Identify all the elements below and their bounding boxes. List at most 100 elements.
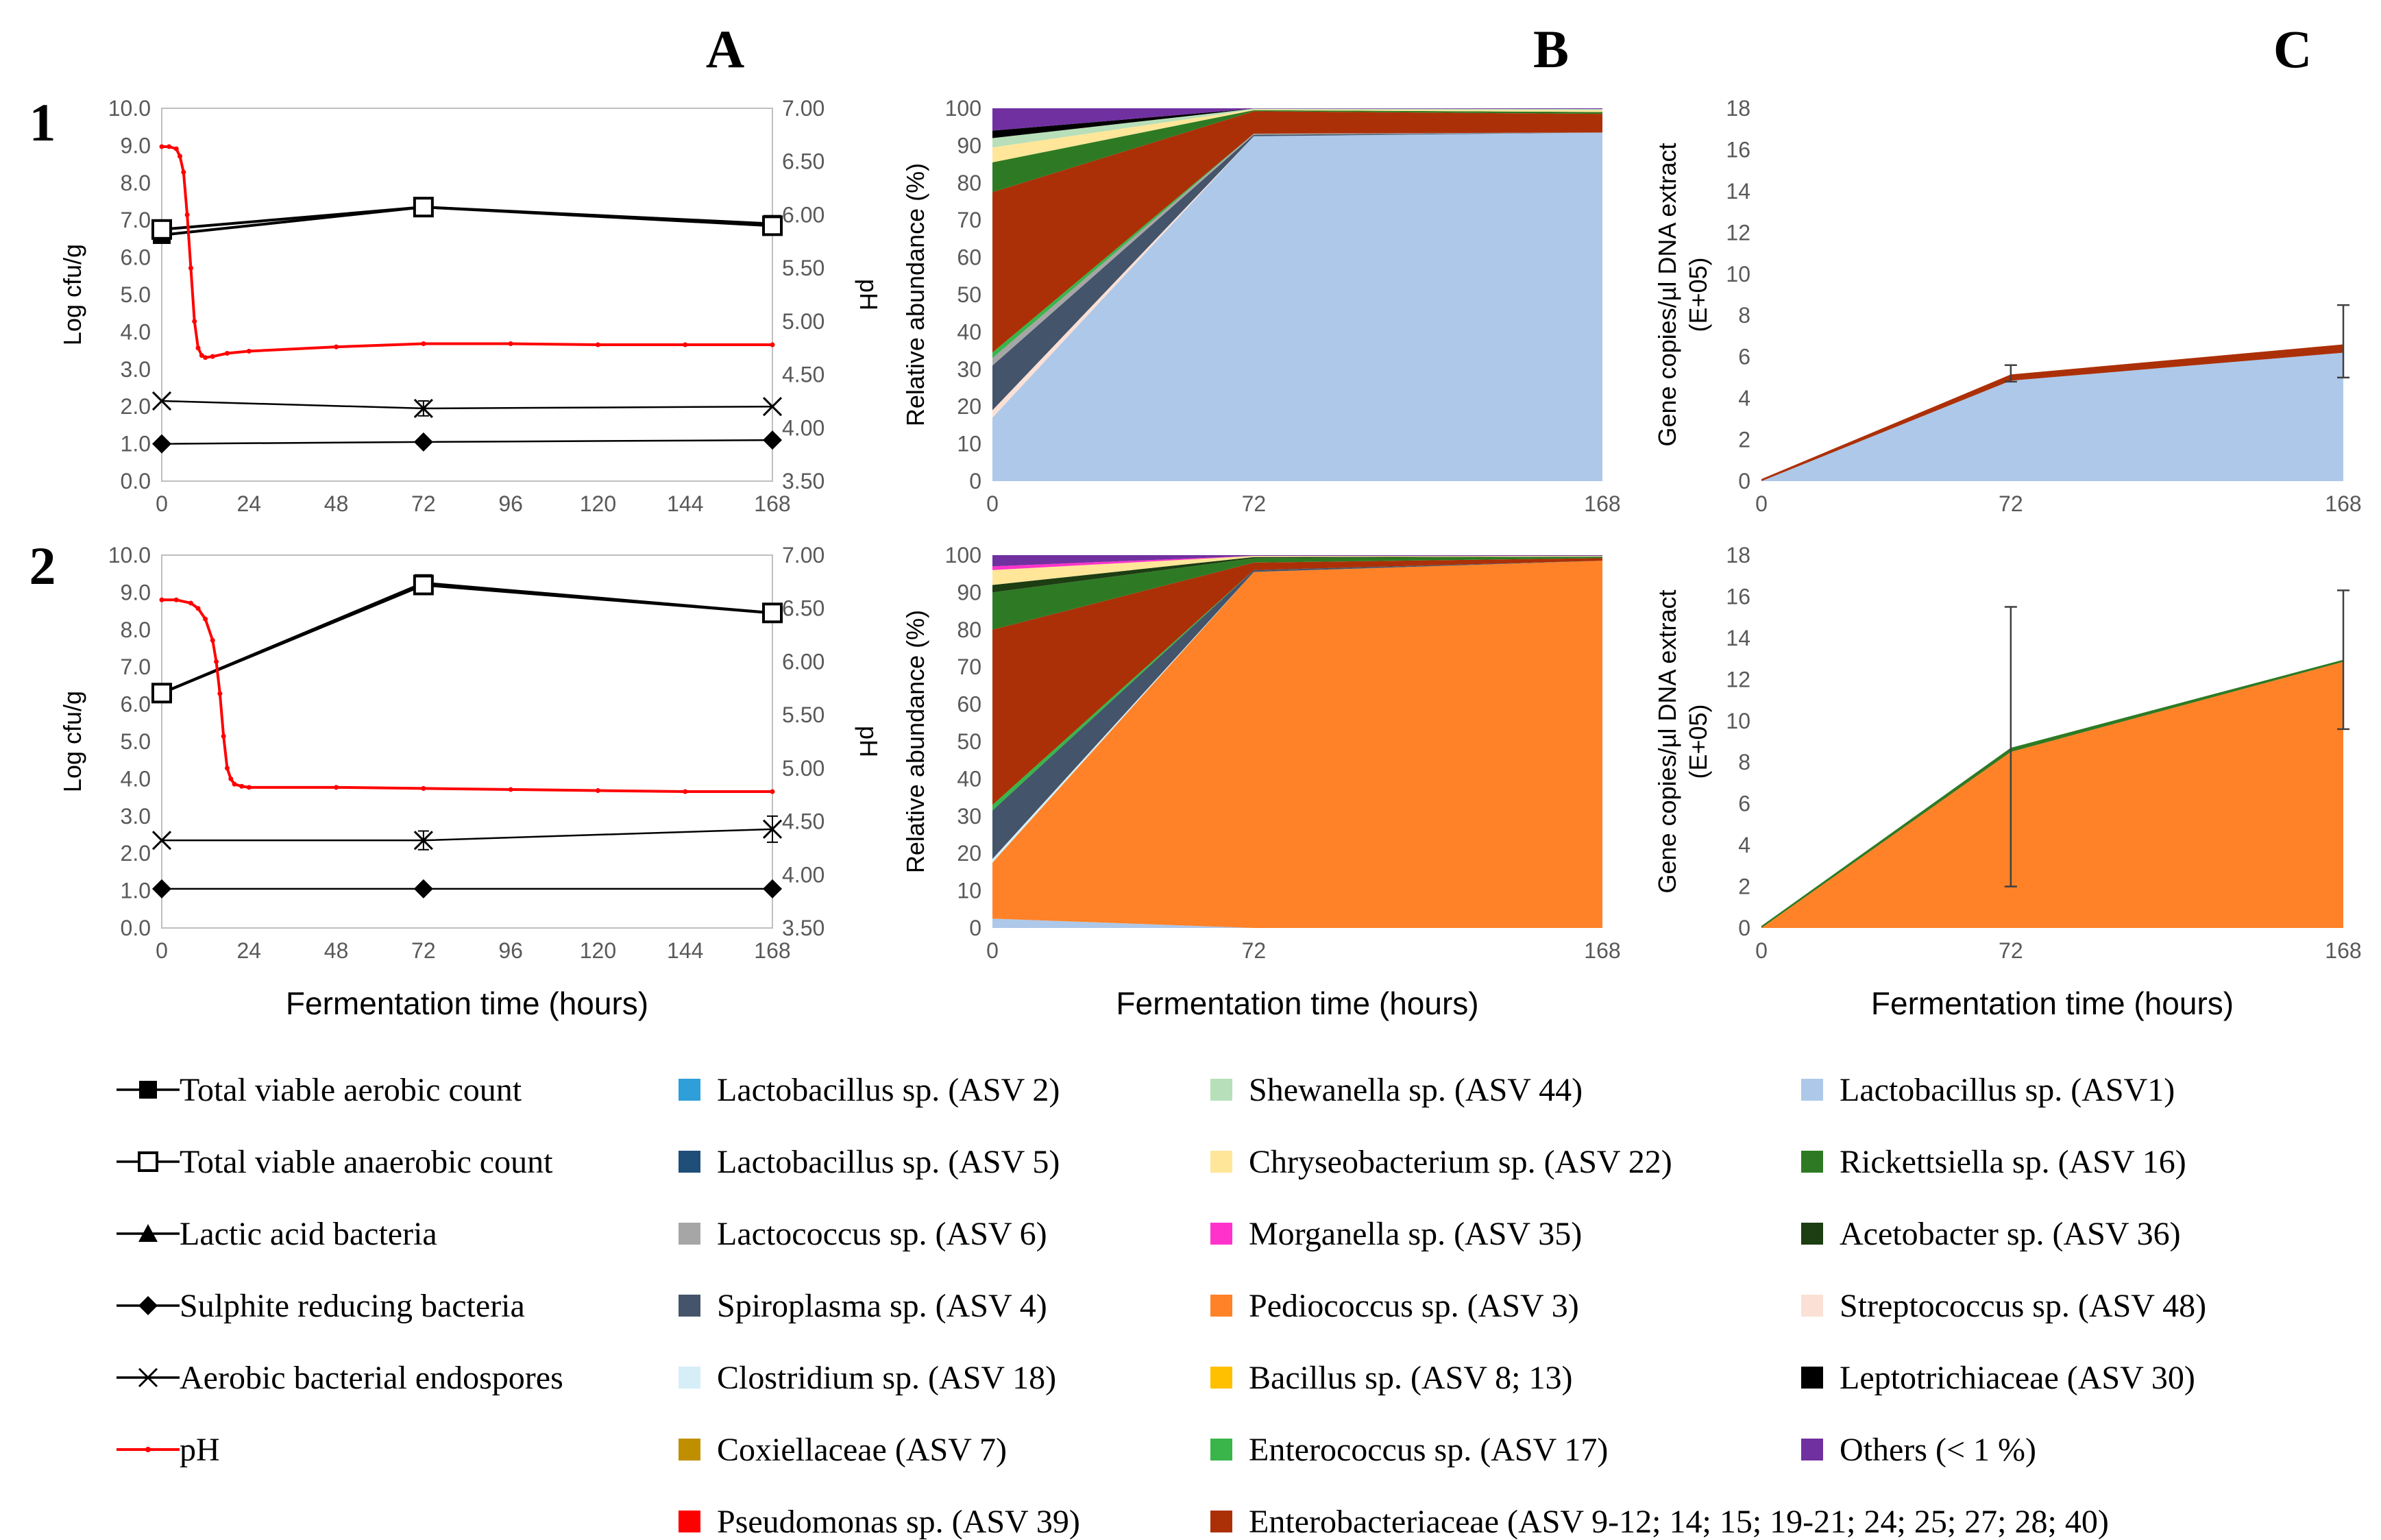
y-tick-label: 0.0 [121, 469, 151, 493]
legend-swatch-item: Enterococcus sp. (ASV 17) [1210, 1432, 1608, 1468]
legend-label: Pseudomonas sp. (ASV 39) [717, 1504, 1080, 1540]
y2-axis-label: pH [855, 726, 883, 757]
ph-point [195, 606, 201, 611]
y-tick-label: 80 [957, 618, 981, 642]
ph-point [178, 154, 183, 159]
legend-label: Chryseobacterium sp. (ASV 22) [1249, 1144, 1672, 1180]
y-tick-label: 12 [1726, 667, 1750, 692]
y-tick-label: 16 [1726, 137, 1750, 162]
legend-label: Total viable anaerobic count [180, 1144, 553, 1180]
chart-b1: 0 10 20 30 40 50 60 70 80 90 100 0 72 168 Relative abu… [901, 96, 1621, 516]
legend-swatch-item: Lactobacillus sp. (ASV 5) [679, 1144, 1060, 1180]
ph-point [195, 345, 201, 351]
x-tick-label: 168 [754, 938, 790, 963]
y-tick-label: 0 [969, 469, 981, 493]
x-tick-label: 72 [1999, 938, 2023, 963]
ph-point [770, 342, 775, 347]
y2-axis-label: pH [855, 279, 883, 310]
y-tick-label: 1.0 [121, 432, 151, 456]
ph-point [181, 169, 186, 175]
legend-marker [138, 1296, 158, 1315]
y-tick-label: 6.0 [121, 245, 151, 270]
area-lacto_asv1 [1761, 352, 2343, 481]
legend-swatch [1210, 1511, 1232, 1532]
y-axis-label: Log cfu/g [58, 691, 86, 792]
area-pediococcus [1761, 661, 2343, 928]
x-axis-label: Fermentation time (hours) [286, 986, 648, 1021]
series-ph [159, 597, 775, 794]
x-axis-label: Fermentation time (hours) [1871, 986, 2234, 1021]
legend-swatch-item: Pseudomonas sp. (ASV 39) [679, 1504, 1080, 1540]
y-tick-label: 3.0 [121, 804, 151, 829]
y-tick-label: 60 [957, 692, 981, 717]
y-tick-label: 30 [957, 357, 981, 382]
x-tick-label: 0 [1755, 491, 1768, 516]
series-sulphite-reducing-bacteria [152, 430, 782, 454]
ph-point [167, 144, 172, 149]
x-tick-label: 48 [324, 938, 349, 963]
legend-swatch [1210, 1079, 1232, 1101]
chart-c2: 0 2 4 6 8 10 12 14 16 18 0 72 168 Gene copies/µl DNA … [1653, 543, 2362, 1021]
area-pediococcus [992, 561, 1602, 928]
column-label-a: A [706, 19, 744, 79]
x-tick-label: 48 [324, 491, 349, 516]
y-tick-label: 6 [1738, 792, 1750, 816]
y-tick-label: 0.0 [121, 916, 151, 940]
x-tick-label: 168 [2325, 491, 2361, 516]
legend-label: Sulphite reducing bacteria [180, 1288, 525, 1324]
area-chryseobacterium [992, 109, 1602, 162]
x-tick-label: 144 [667, 491, 703, 516]
x-tick-label: 168 [754, 491, 790, 516]
x-tick-label: 72 [411, 491, 436, 516]
y-tick-label: 0 [969, 916, 981, 940]
y-axis-label: Log cfu/g [58, 244, 86, 345]
data-point [413, 879, 433, 899]
ph-point [232, 781, 237, 787]
ph-point [221, 733, 226, 739]
series-aerobic-bacterial-endospores [151, 391, 783, 418]
y2-tick-label: 5.00 [782, 309, 825, 334]
x-tick-label: 24 [236, 938, 261, 963]
y-axis-label: Relative abundance (%) [901, 163, 929, 426]
ph-point [683, 342, 688, 347]
y2-tick-label: 7.00 [782, 96, 825, 121]
area-spiroplasma [992, 132, 1602, 411]
legend-label: Lactococcus sp. (ASV 6) [717, 1216, 1047, 1252]
data-point [151, 219, 172, 240]
legend-swatch-item: Pediococcus sp. (ASV 3) [1210, 1288, 1579, 1324]
legend-swatch [1210, 1151, 1232, 1173]
area-others [992, 108, 1602, 131]
y-tick-label: 10.0 [108, 96, 151, 121]
chart-panels: 0.0 1.0 2.0 3.0 4.0 5.0 6.0 7.0 8.0 9.0 10.0 3.50 4.… [58, 96, 2362, 1021]
legend-label: Lactic acid bacteria [180, 1216, 437, 1252]
area-enterobacteriaceae [992, 111, 1602, 353]
data-point-b [762, 819, 783, 839]
data-point [762, 819, 783, 839]
series-line [162, 828, 773, 842]
area-rickettsiella [992, 557, 1602, 630]
x-tick-label: 120 [580, 491, 616, 516]
y-tick-label: 8.0 [121, 618, 151, 642]
ph-point [173, 146, 179, 151]
ph-point [770, 789, 775, 794]
legend-marker [139, 1081, 157, 1099]
y2-tick-label: 5.50 [782, 256, 825, 280]
y-tick-label: 4 [1738, 386, 1750, 411]
area-acetobacter [992, 557, 1602, 593]
legend-item: Aerobic bacterial endospores [117, 1360, 563, 1396]
x-tick-label: 72 [1242, 938, 1267, 963]
series-total-viable-aerobic-count [153, 574, 781, 702]
legend-label: Lactobacillus sp. (ASV 5) [717, 1144, 1060, 1180]
y-tick-label: 7.0 [121, 208, 151, 232]
y2-tick-label: 4.00 [782, 415, 825, 440]
legend-marker [138, 1367, 158, 1388]
data-point [763, 879, 782, 899]
legend-ph-dot [145, 1447, 151, 1452]
data-point-b [413, 398, 433, 418]
area-enterobacteriaceae [1761, 344, 2343, 481]
legend-swatch [1801, 1439, 1823, 1460]
x-tick-label: 72 [411, 938, 436, 963]
y-tick-label: 4 [1738, 833, 1750, 857]
legend-label: Lactobacillus sp. (ASV 2) [717, 1072, 1060, 1108]
y2-tick-label: 4.00 [782, 862, 825, 887]
